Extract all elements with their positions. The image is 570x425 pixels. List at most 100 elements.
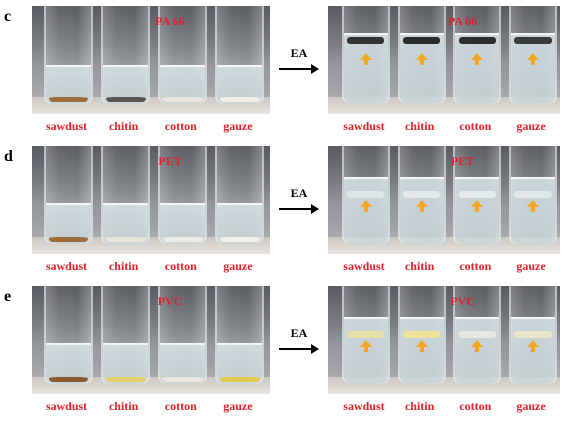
vial-chitin	[101, 6, 151, 105]
floating-sample-gauze	[514, 191, 552, 199]
vial-cotton	[158, 146, 208, 245]
floating-sample-cotton	[458, 331, 496, 339]
photo-background	[32, 286, 270, 346]
sediment-gauze	[219, 376, 260, 383]
floating-sample-sawdust	[347, 331, 385, 339]
sample-caption-gauze: gauze	[223, 259, 253, 273]
vial-chitin	[101, 286, 151, 385]
liquid	[217, 64, 263, 105]
vial-chitin	[397, 146, 446, 245]
floating-sample-gauze	[514, 37, 552, 45]
right-arrow-icon	[279, 204, 319, 214]
sample-caption-chitin: chitin	[108, 259, 139, 273]
floating-sample-sawdust	[347, 191, 385, 199]
liquid	[45, 64, 92, 105]
vial-gauze	[215, 146, 265, 245]
vial-cotton	[453, 286, 502, 385]
floating-sample-chitin	[403, 191, 441, 199]
liquid	[103, 202, 149, 245]
liquid	[455, 317, 500, 385]
vial-gauze	[508, 286, 558, 385]
sediment-chitin	[105, 376, 146, 383]
liquid	[455, 33, 500, 105]
liquid	[45, 202, 92, 245]
sample-caption-gauze: gauze	[516, 259, 546, 273]
polymer-label: PVC	[157, 294, 183, 308]
up-arrow-icon	[415, 53, 428, 66]
sample-caption-sawdust: sawdust	[343, 259, 385, 273]
sample-caption-sawdust: sawdust	[45, 399, 88, 413]
photo-bench	[32, 96, 270, 114]
vial-sawdust	[43, 6, 94, 105]
up-arrow-icon	[471, 340, 484, 353]
liquid	[399, 317, 444, 385]
sample-caption-cotton: cotton	[164, 119, 197, 133]
liquid	[343, 33, 388, 105]
liquid	[510, 317, 556, 385]
vial-sawdust	[341, 6, 390, 105]
vial-gauze	[215, 286, 265, 385]
right-arrow-icon	[279, 344, 319, 354]
vial-gauze	[508, 6, 558, 105]
up-arrow-icon	[415, 200, 428, 213]
vial-sawdust	[43, 286, 94, 385]
sample-caption-cotton: cotton	[459, 119, 492, 133]
liquid	[399, 33, 444, 105]
liquid	[510, 177, 556, 245]
up-arrow-icon	[526, 200, 539, 213]
photo-bench	[32, 376, 270, 394]
sediment-gauze	[219, 236, 260, 243]
sample-caption-sawdust: sawdust	[343, 399, 385, 413]
up-arrow-icon	[359, 200, 372, 213]
floating-sample-gauze	[514, 331, 552, 339]
panel-letter: e	[4, 288, 12, 305]
photo-before-pa66: PA 66	[32, 6, 270, 114]
polymer-label: PVC	[450, 294, 475, 308]
liquid	[399, 177, 444, 245]
photo-after-pet: PET	[328, 146, 560, 254]
vial-chitin	[101, 146, 151, 245]
sample-caption-gauze: gauze	[223, 119, 253, 133]
vial-cotton	[453, 6, 502, 105]
vial-cotton	[453, 146, 502, 245]
liquid	[160, 64, 206, 105]
liquid	[343, 317, 388, 385]
vial-cotton	[158, 6, 208, 105]
polymer-label: PA 66	[447, 14, 478, 28]
up-arrow-icon	[415, 340, 428, 353]
sample-caption-gauze: gauze	[223, 399, 253, 413]
photo-background	[32, 146, 270, 206]
sample-caption-cotton: cotton	[459, 259, 492, 273]
sediment-cotton	[162, 97, 203, 103]
floating-sample-cotton	[458, 191, 496, 199]
sample-caption-chitin: chitin	[108, 119, 139, 133]
sediment-cotton	[162, 236, 203, 243]
sediment-chitin	[105, 236, 146, 243]
polymer-label: PA 66	[155, 14, 185, 28]
up-arrow-icon	[471, 200, 484, 213]
up-arrow-icon	[359, 53, 372, 66]
up-arrow-icon	[359, 340, 372, 353]
photo-after-pvc: PVC	[328, 286, 560, 394]
vial-sawdust	[341, 286, 390, 385]
up-arrow-icon	[526, 340, 539, 353]
sample-caption-sawdust: sawdust	[343, 119, 385, 133]
photo-after-pa66: PA 66	[328, 6, 560, 114]
liquid	[160, 342, 206, 385]
photo-before-pvc: PVC	[32, 286, 270, 394]
sample-caption-chitin: chitin	[404, 119, 435, 133]
vial-cotton	[158, 286, 208, 385]
right-arrow-icon	[279, 64, 319, 74]
liquid	[45, 342, 92, 385]
sample-caption-sawdust: sawdust	[45, 259, 88, 273]
panel-letter: c	[4, 8, 12, 25]
liquid	[343, 177, 388, 245]
liquid	[510, 33, 556, 105]
liquid	[217, 202, 263, 245]
up-arrow-icon	[471, 53, 484, 66]
floating-sample-sawdust	[347, 37, 385, 45]
floating-sample-chitin	[403, 331, 441, 339]
sample-caption-cotton: cotton	[164, 259, 197, 273]
liquid	[217, 342, 263, 385]
polymer-label: PET	[450, 154, 475, 168]
